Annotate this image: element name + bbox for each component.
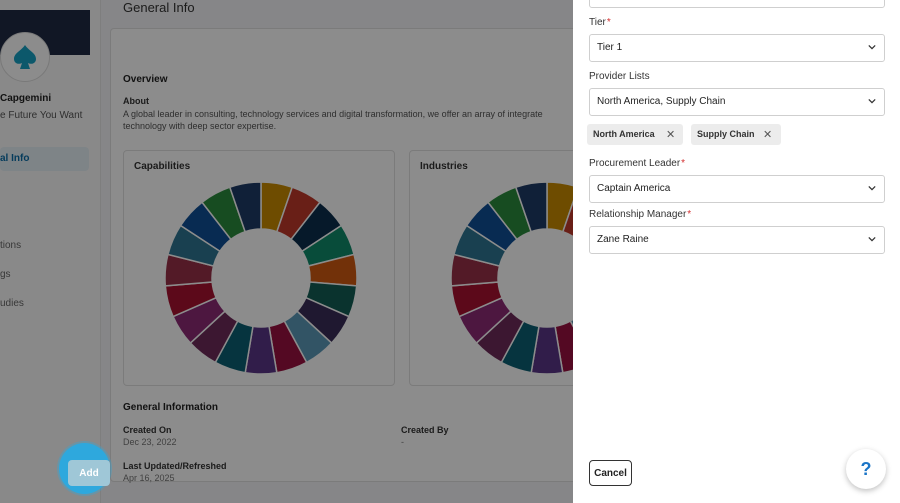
background-page: Capgemini e Future You Want al Info tion…: [0, 0, 573, 503]
required-asterisk: *: [606, 17, 611, 28]
chevron-down-icon: [868, 236, 876, 242]
chip-label: North America: [593, 129, 655, 139]
add-button[interactable]: Add: [68, 460, 110, 486]
last-updated-label: Last Updated/Refreshed: [123, 461, 227, 471]
last-updated-value: Apr 16, 2025: [123, 473, 175, 483]
required-asterisk: *: [687, 209, 692, 220]
relationship-manager-label: Relationship Manager*: [589, 209, 691, 220]
procurement-leader-select[interactable]: Captain America: [589, 175, 885, 203]
tier-select[interactable]: Tier 1: [589, 34, 885, 62]
chip-supply-chain: Supply Chain ✕: [691, 124, 781, 145]
company-tagline: e Future You Want: [0, 110, 83, 121]
close-icon[interactable]: ✕: [666, 129, 676, 141]
chevron-down-icon: [868, 44, 876, 50]
relationship-manager-label-text: Relationship Manager: [589, 209, 687, 220]
capabilities-donut-chart: [164, 181, 358, 375]
about-label: About: [123, 96, 149, 106]
tier-label: Tier*: [589, 17, 611, 28]
chip-label: Supply Chain: [697, 129, 755, 139]
sidebar-item-general-info[interactable]: al Info: [0, 147, 89, 171]
provider-lists-label: Provider Lists: [589, 71, 650, 82]
created-by-value: -: [401, 437, 404, 447]
donut-segment: [561, 199, 573, 238]
edit-panel: Tier* Tier 1 Provider Lists North Americ…: [573, 0, 900, 503]
tier-label-text: Tier: [589, 17, 606, 28]
created-by-label: Created By: [401, 425, 449, 435]
donut-segment: [514, 181, 548, 233]
main-content: General Info Overview About A global lea…: [110, 0, 573, 503]
procurement-leader-value: Captain America: [597, 183, 671, 194]
general-info-card: Overview About A global leader in consul…: [110, 28, 573, 483]
sidebar-item-label: al Info: [0, 153, 30, 164]
modal-backdrop[interactable]: [0, 0, 573, 503]
created-on-value: Dec 23, 2022: [123, 437, 177, 447]
chevron-down-icon: [868, 98, 876, 104]
sidebar: Capgemini e Future You Want al Info tion…: [0, 0, 101, 503]
tier-value: Tier 1: [597, 42, 623, 53]
procurement-leader-label: Procurement Leader*: [589, 158, 685, 169]
sidebar-item-1[interactable]: tions: [0, 240, 22, 251]
created-on-label: Created On: [123, 425, 172, 435]
select-top-partial[interactable]: [589, 0, 885, 8]
capabilities-title: Capabilities: [134, 161, 191, 172]
cancel-button[interactable]: Cancel: [589, 460, 632, 486]
overview-heading: Overview: [123, 74, 168, 85]
chip-north-america: North America ✕: [587, 124, 683, 145]
relationship-manager-value: Zane Raine: [597, 234, 649, 245]
required-asterisk: *: [681, 158, 686, 169]
company-name: Capgemini: [0, 93, 52, 104]
spade-logo-icon: [14, 45, 36, 69]
close-icon[interactable]: ✕: [763, 129, 773, 141]
help-button[interactable]: ?: [846, 449, 886, 489]
company-logo-avatar: [0, 32, 50, 82]
industries-card: Industries: [409, 150, 573, 386]
industries-donut-chart: [450, 181, 573, 375]
procurement-leader-label-text: Procurement Leader: [589, 158, 681, 169]
general-information-heading: General Information: [123, 402, 219, 413]
provider-lists-select[interactable]: North America, Supply Chain: [589, 88, 885, 116]
chevron-down-icon: [868, 185, 876, 191]
page-title: General Info: [123, 0, 195, 15]
about-text: A global leader in consulting, technolog…: [123, 109, 543, 131]
relationship-manager-select[interactable]: Zane Raine: [589, 226, 885, 254]
industries-title: Industries: [420, 161, 468, 172]
donut-segment: [228, 181, 262, 233]
capabilities-card: Capabilities: [123, 150, 395, 386]
sidebar-item-3[interactable]: udies: [0, 298, 24, 309]
sidebar-item-2[interactable]: gs: [0, 269, 11, 280]
provider-lists-value: North America, Supply Chain: [597, 96, 726, 107]
